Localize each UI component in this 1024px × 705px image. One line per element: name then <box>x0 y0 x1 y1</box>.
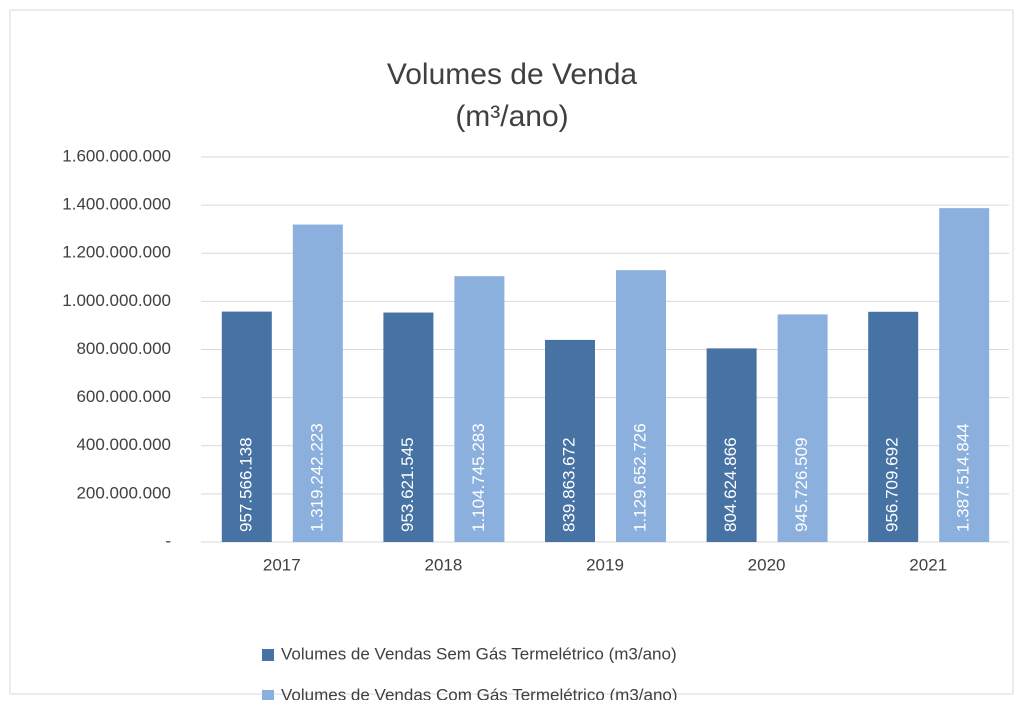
data-label: 1.129.652.726 <box>630 423 649 532</box>
data-label: 1.319.242.223 <box>307 423 326 532</box>
x-tick-label: 2018 <box>424 555 462 574</box>
legend-swatch <box>262 690 274 702</box>
y-tick-label: 1.200.000.000 <box>62 243 171 262</box>
bar <box>777 314 828 542</box>
bar <box>616 270 666 542</box>
y-tick-label: 200.000.000 <box>76 483 171 502</box>
y-tick-label: 600.000.000 <box>76 387 171 406</box>
x-tick-label: 2021 <box>909 555 947 574</box>
bar <box>454 276 505 542</box>
legend-label: Volumes de Vendas Sem Gás Termelétrico (… <box>281 644 677 663</box>
bar <box>545 339 595 542</box>
y-tick-label: 800.000.000 <box>76 339 171 358</box>
x-tick-label: 2020 <box>748 555 786 574</box>
data-label: 953.621.545 <box>398 437 417 532</box>
data-label: 957.566.138 <box>236 437 255 532</box>
bar <box>706 348 757 542</box>
legend-label: Volumes de Vendas Com Gás Termelétrico (… <box>281 685 678 700</box>
y-tick-label: 1.000.000.000 <box>62 291 171 310</box>
y-tick-label: 400.000.000 <box>76 435 171 454</box>
x-tick-label: 2017 <box>263 555 301 574</box>
legend-swatch <box>262 649 274 661</box>
bar <box>221 311 272 542</box>
bar <box>292 224 343 542</box>
chart-border <box>9 9 1014 695</box>
x-tick-label: 2019 <box>586 555 624 574</box>
chart-title: Volumes de Venda <box>387 58 638 91</box>
y-tick-label: 1.400.000.000 <box>62 195 171 214</box>
data-label: 1.104.745.283 <box>469 423 488 532</box>
bar <box>939 208 990 542</box>
bar <box>383 312 434 542</box>
data-label: 839.863.672 <box>559 437 578 532</box>
data-label: 1.387.514.844 <box>954 423 973 532</box>
y-tick-label: 1.600.000.000 <box>62 146 171 165</box>
data-label: 945.726.509 <box>792 437 811 532</box>
bar <box>868 311 919 542</box>
y-tick-label: - <box>165 531 171 550</box>
chart-subtitle: (m³/ano) <box>455 100 568 133</box>
data-label: 956.709.692 <box>883 437 902 532</box>
data-label: 804.624.866 <box>721 437 740 532</box>
